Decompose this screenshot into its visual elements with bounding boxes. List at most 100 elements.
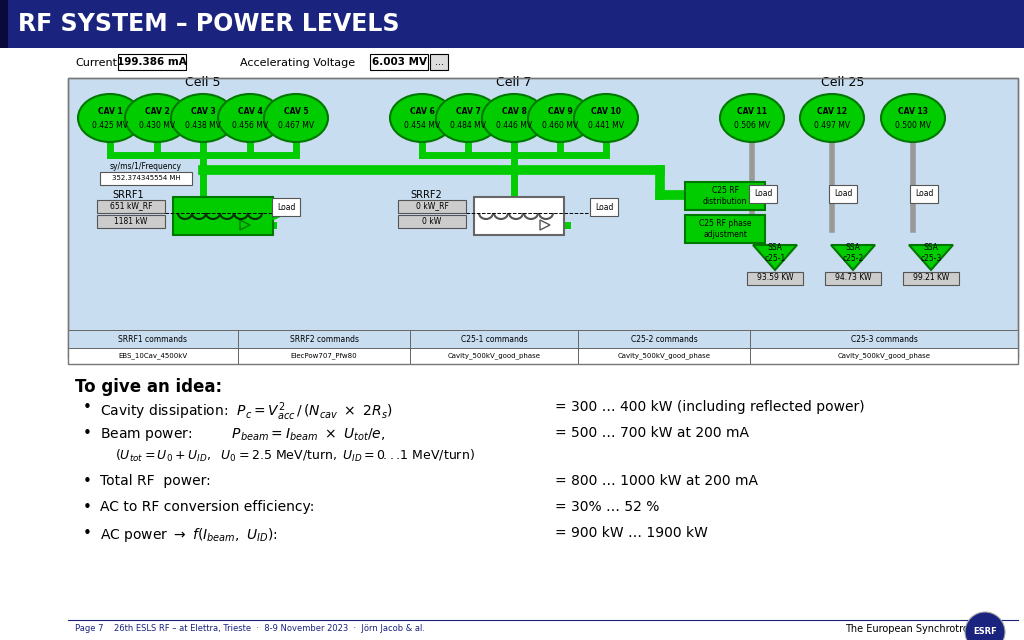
Text: = 500 … 700 kW at 200 mA: = 500 … 700 kW at 200 mA: [555, 426, 749, 440]
Text: 651 kW_RF: 651 kW_RF: [110, 202, 153, 211]
FancyBboxPatch shape: [238, 330, 410, 348]
Ellipse shape: [78, 94, 142, 142]
Ellipse shape: [390, 94, 454, 142]
FancyBboxPatch shape: [685, 182, 765, 210]
Text: •: •: [83, 426, 92, 441]
Text: SRRF1: SRRF1: [112, 190, 143, 200]
Text: EBS_10Cav_4500kV: EBS_10Cav_4500kV: [119, 353, 187, 360]
Text: •: •: [83, 474, 92, 489]
Text: 0 kW_RF: 0 kW_RF: [416, 202, 449, 211]
Text: Load: Load: [595, 202, 613, 211]
Ellipse shape: [482, 94, 546, 142]
Text: •: •: [83, 500, 92, 515]
Text: •: •: [83, 526, 92, 541]
Text: 93.59 KW: 93.59 KW: [757, 273, 794, 282]
Text: 0.484 MV: 0.484 MV: [450, 120, 486, 129]
Ellipse shape: [264, 94, 328, 142]
Ellipse shape: [436, 94, 500, 142]
Text: C25-2 commands: C25-2 commands: [631, 335, 697, 344]
FancyBboxPatch shape: [578, 330, 750, 348]
Text: Accelerating Voltage: Accelerating Voltage: [240, 58, 355, 68]
Polygon shape: [240, 220, 250, 230]
Text: ESRF: ESRF: [973, 627, 997, 637]
Text: 0.497 MV: 0.497 MV: [814, 120, 850, 129]
Text: C25-1 commands: C25-1 commands: [461, 335, 527, 344]
Text: 0.425 MV: 0.425 MV: [92, 120, 128, 129]
Text: 94.73 KW: 94.73 KW: [835, 273, 871, 282]
Text: Load: Load: [276, 202, 295, 211]
Text: 99.21 KW: 99.21 KW: [912, 273, 949, 282]
Ellipse shape: [171, 94, 234, 142]
Text: SSA
c25-2: SSA c25-2: [843, 243, 863, 262]
Text: SRRF2: SRRF2: [410, 190, 441, 200]
Text: 0.454 MV: 0.454 MV: [403, 120, 440, 129]
Text: CAV 11: CAV 11: [737, 108, 767, 116]
Text: 0.500 MV: 0.500 MV: [895, 120, 931, 129]
FancyBboxPatch shape: [590, 198, 618, 216]
Text: 352.374345554 MH: 352.374345554 MH: [112, 175, 180, 181]
FancyBboxPatch shape: [685, 215, 765, 243]
Text: Cavity_500kV_good_phase: Cavity_500kV_good_phase: [447, 353, 541, 360]
Text: C25 RF phase
adjustment: C25 RF phase adjustment: [698, 220, 752, 239]
FancyBboxPatch shape: [118, 54, 186, 70]
Text: = 800 … 1000 kW at 200 mA: = 800 … 1000 kW at 200 mA: [555, 474, 758, 488]
Text: Load: Load: [834, 189, 852, 198]
Text: 1181 kW: 1181 kW: [115, 216, 147, 225]
Ellipse shape: [800, 94, 864, 142]
Text: Page 7    26th ESLS RF – at Elettra, Trieste  ·  8-9 November 2023  ·  Jörn Jaco: Page 7 26th ESLS RF – at Elettra, Triest…: [75, 624, 425, 633]
Text: SRRF2 commands: SRRF2 commands: [290, 335, 358, 344]
Text: CAV 12: CAV 12: [817, 108, 847, 116]
FancyBboxPatch shape: [410, 348, 578, 364]
FancyBboxPatch shape: [430, 54, 449, 70]
Text: 0.441 MV: 0.441 MV: [588, 120, 624, 129]
FancyBboxPatch shape: [68, 78, 1018, 358]
Text: ...: ...: [434, 57, 443, 67]
Text: CAV 2: CAV 2: [144, 108, 169, 116]
FancyBboxPatch shape: [0, 48, 1024, 78]
Text: Cavity_500kV_good_phase: Cavity_500kV_good_phase: [617, 353, 711, 360]
Text: 0 kW: 0 kW: [422, 216, 441, 225]
Polygon shape: [909, 245, 953, 270]
FancyBboxPatch shape: [910, 185, 938, 203]
FancyBboxPatch shape: [829, 185, 857, 203]
FancyBboxPatch shape: [750, 348, 1018, 364]
Text: CAV 1: CAV 1: [97, 108, 123, 116]
Text: 0.456 MV: 0.456 MV: [232, 120, 268, 129]
Ellipse shape: [720, 94, 784, 142]
Text: sy/ms/1/Frequency: sy/ms/1/Frequency: [110, 162, 182, 171]
Ellipse shape: [528, 94, 592, 142]
Text: Cell 25: Cell 25: [821, 77, 864, 90]
Text: = 900 kW … 1900 kW: = 900 kW … 1900 kW: [555, 526, 708, 540]
FancyBboxPatch shape: [398, 215, 466, 228]
Text: SRRF1 commands: SRRF1 commands: [119, 335, 187, 344]
FancyBboxPatch shape: [68, 330, 238, 348]
Text: 6.003 MV: 6.003 MV: [372, 57, 427, 67]
FancyBboxPatch shape: [173, 197, 273, 235]
Text: $(U_{tot} = U_0 + U_{ID},\ \ U_0 = 2.5\ \mathrm{MeV/turn},\ U_{ID} = 0\!...\!1\ : $(U_{tot} = U_0 + U_{ID},\ \ U_0 = 2.5\ …: [115, 448, 475, 464]
Text: Current: Current: [75, 58, 117, 68]
Text: To give an idea:: To give an idea:: [75, 378, 222, 396]
Ellipse shape: [125, 94, 189, 142]
Text: AC to RF conversion efficiency:: AC to RF conversion efficiency:: [100, 500, 314, 514]
Text: C25-3 commands: C25-3 commands: [851, 335, 918, 344]
Text: ElecPow707_Pfw80: ElecPow707_Pfw80: [291, 353, 357, 360]
FancyBboxPatch shape: [0, 0, 1024, 48]
Text: 0.506 MV: 0.506 MV: [734, 120, 770, 129]
Text: Load: Load: [914, 189, 933, 198]
Text: = 300 … 400 kW (including reflected power): = 300 … 400 kW (including reflected powe…: [555, 400, 864, 414]
Text: 0.430 MV: 0.430 MV: [139, 120, 175, 129]
Text: SSA
c25-1: SSA c25-1: [764, 243, 785, 262]
FancyBboxPatch shape: [578, 348, 750, 364]
Text: CAV 3: CAV 3: [190, 108, 215, 116]
FancyBboxPatch shape: [238, 348, 410, 364]
Text: CAV 7: CAV 7: [456, 108, 480, 116]
Text: CAV 9: CAV 9: [548, 108, 572, 116]
Text: Cavity_500kV_good_phase: Cavity_500kV_good_phase: [838, 353, 931, 360]
FancyBboxPatch shape: [825, 272, 881, 285]
Text: CAV 13: CAV 13: [898, 108, 928, 116]
Text: SSA
c25-3: SSA c25-3: [921, 243, 942, 262]
Text: 0.467 MV: 0.467 MV: [278, 120, 314, 129]
Text: Load: Load: [754, 189, 772, 198]
Text: The European Synchrotron: The European Synchrotron: [845, 624, 975, 634]
FancyBboxPatch shape: [68, 348, 238, 364]
